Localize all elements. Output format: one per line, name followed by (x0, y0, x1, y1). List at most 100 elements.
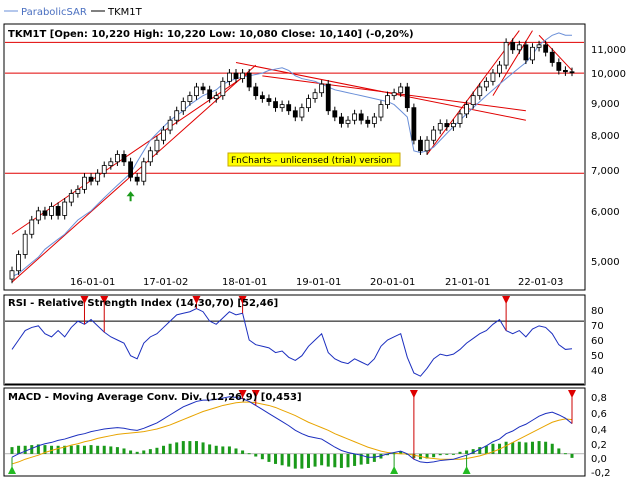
candle-body (95, 172, 101, 182)
candle-body (227, 72, 232, 82)
macd-buy-marker (462, 466, 471, 474)
macd-histogram-bar (425, 453, 429, 459)
candle-body (477, 86, 483, 97)
macd-histogram-bar (56, 445, 60, 454)
price-y-axis: 11,000 10,000 9,000 8,000 7,000 6,000 5,… (591, 45, 626, 268)
candle-body (398, 86, 404, 94)
price-panel-header: TKM1T [Open: 10,220 High: 10,220 Low: 10… (8, 29, 414, 40)
macd-line (11, 396, 573, 464)
price-x-tick: 18-01-01 (222, 277, 267, 288)
price-x-tick: 17-01-02 (143, 277, 188, 288)
candle-body (378, 104, 384, 118)
macd-histogram-bar (181, 441, 185, 454)
candle-body (345, 119, 351, 124)
macd-histogram-bar (50, 445, 54, 454)
macd-histogram-bar (478, 447, 482, 454)
macd-sell-marker (568, 390, 576, 398)
macd-histogram-bar (451, 453, 455, 455)
macd-histogram-bar (89, 445, 93, 454)
rsi-y-tick: 40 (591, 366, 604, 377)
macd-histogram-bar (432, 453, 436, 458)
candle-body (457, 113, 463, 124)
price-y-tick: 9,000 (591, 99, 620, 110)
candle-body (88, 176, 94, 182)
candle-body (365, 119, 371, 124)
candle-body (404, 86, 410, 109)
legend: ParabolicSAR TKM1T (4, 7, 143, 18)
macd-histogram-bar (300, 453, 304, 469)
candle-body (483, 80, 489, 88)
macd-sell-marker (238, 390, 247, 398)
macd-histogram-bar (484, 445, 488, 454)
macd-histogram-bar (465, 450, 469, 454)
macd-histogram-bar (155, 447, 159, 454)
candle-body (253, 86, 259, 97)
candle-body (306, 98, 311, 109)
candle-body (147, 150, 153, 163)
buy-signal-arrow (126, 191, 135, 202)
macd-buy-marker (8, 466, 16, 474)
macd-y-tick: 0,2 (591, 440, 607, 451)
candle-body (286, 104, 292, 112)
trend-line (235, 61, 526, 121)
macd-histogram-bar (346, 453, 350, 468)
macd-histogram-bar (563, 453, 567, 455)
candle-body (16, 254, 21, 272)
candle-body (200, 86, 206, 91)
trend-line (11, 72, 250, 235)
candle-body (470, 95, 476, 106)
macd-buy-marker (390, 466, 399, 474)
rsi-plot (5, 296, 584, 385)
macd-histogram-bar (293, 453, 297, 469)
candle-body (563, 70, 568, 73)
macd-histogram-bar (43, 445, 47, 454)
macd-histogram-bar (287, 453, 291, 467)
macd-y-tick: 0,4 (591, 425, 607, 436)
candle-body (503, 42, 509, 66)
macd-histogram-bar (471, 449, 475, 454)
candle-body (497, 64, 502, 74)
macd-histogram-bar (366, 453, 370, 464)
candle-body (325, 83, 331, 112)
macd-sell-marker (251, 390, 260, 398)
macd-histogram-bar (372, 453, 376, 462)
candle-body (556, 62, 562, 71)
candle-body (35, 210, 41, 221)
macd-histogram-bar (537, 441, 541, 454)
candle-body (55, 206, 61, 216)
macd-histogram-bar (445, 453, 449, 455)
candle-body (385, 95, 390, 106)
price-y-tick: 5,000 (591, 257, 620, 268)
macd-histogram-bar (511, 442, 515, 454)
macd-histogram-bar (162, 445, 166, 454)
macd-plot (5, 390, 584, 474)
rsi-y-tick: 60 (591, 336, 604, 347)
macd-histogram-bar (96, 445, 100, 454)
candle-body (319, 83, 325, 94)
candle-body (424, 139, 430, 152)
candle-body (273, 101, 278, 109)
candle-body (62, 201, 68, 216)
macd-histogram-bar (234, 448, 238, 454)
candle-body (490, 72, 496, 82)
price-x-axis: 16-01-01 17-01-02 18-01-01 19-01-01 20-0… (70, 277, 563, 288)
candle-body (569, 71, 575, 74)
macd-y-tick: 0,6 (591, 409, 607, 420)
macd-histogram-bar (115, 447, 119, 454)
macd-histogram-bar (142, 450, 146, 454)
macd-histogram-bar (254, 453, 258, 457)
macd-histogram-bar (214, 445, 218, 454)
macd-histogram-bar (280, 453, 284, 466)
candle-body (240, 72, 245, 79)
macd-y-tick: -0,2 (591, 468, 611, 479)
macd-histogram-bar (201, 442, 205, 454)
candle-body (207, 89, 213, 100)
macd-histogram-bar (306, 453, 310, 468)
candle-body (174, 110, 180, 121)
candle-body (82, 176, 87, 190)
rsi-signal-marker (192, 296, 201, 304)
candle-body (246, 72, 252, 88)
candle-body (68, 193, 74, 203)
candle-body (194, 86, 199, 97)
price-y-tick: 7,000 (591, 166, 620, 177)
